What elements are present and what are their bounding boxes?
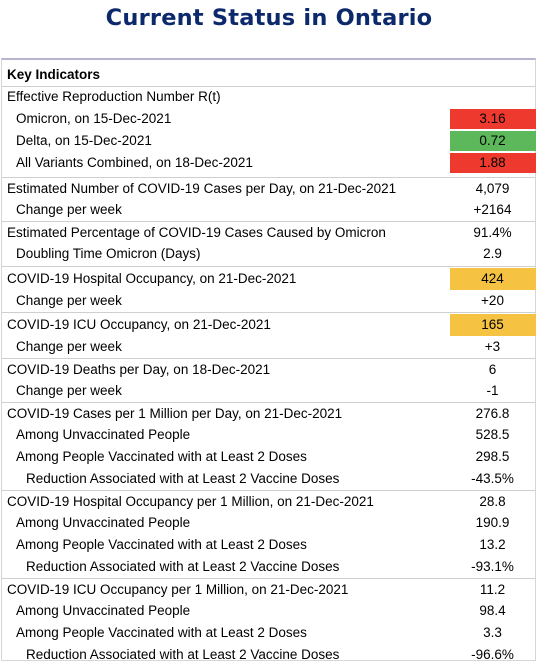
status-highlight [450, 314, 536, 336]
row-label: COVID-19 ICU Occupancy, on 21-Dec-2021 [7, 317, 271, 332]
row-value: 276.8 [475, 406, 510, 421]
row-label: Key Indicators [7, 67, 101, 82]
table-row: COVID-19 Hospital Occupancy per 1 Millio… [2, 490, 535, 513]
table-row: Delta, on 15-Dec-2021 0.72 [2, 130, 536, 152]
row-label: Change per week [16, 202, 122, 217]
page-title: Current Status in Ontario [105, 5, 433, 31]
row-value: +3 [484, 339, 501, 354]
table-row: All Variants Combined, on 18-Dec-2021 1.8… [2, 152, 536, 174]
status-highlight [450, 268, 536, 290]
table-row: COVID-19 Hospital Occupancy, on 21-Dec-2… [2, 266, 536, 291]
row-value: 0.72 [479, 133, 506, 148]
row-value: -93.1% [471, 559, 514, 574]
table-row: Among People Vaccinated with at Least 2 … [2, 622, 535, 644]
table-row: COVID-19 ICU Occupancy, on 21-Dec-2021 16… [2, 312, 536, 337]
row-label: Change per week [16, 383, 122, 398]
row-value: -1 [486, 383, 499, 398]
table-row: Doubling Time Omicron (Days) 2.9 [2, 243, 535, 265]
row-value: 6 [488, 362, 497, 377]
row-label: Doubling Time Omicron (Days) [16, 246, 201, 261]
row-label: Omicron, on 15-Dec-2021 [16, 111, 172, 126]
table-row: Reduction Associated with at Least 2 Vac… [2, 468, 535, 490]
row-label: Among Unvaccinated People [16, 427, 191, 442]
table-row: COVID-19 ICU Occupancy per 1 Million, on… [2, 578, 535, 601]
table-row: Among People Vaccinated with at Least 2 … [2, 534, 535, 556]
table-row: COVID-19 Cases per 1 Million per Day, on… [2, 402, 535, 425]
row-label: Effective Reproduction Number R(t) [7, 89, 221, 104]
row-value: -43.5% [471, 471, 514, 486]
indicators-table: Key Indicators Effective Reproduction Num… [1, 58, 536, 662]
table-row: Reduction Associated with at Least 2 Vac… [2, 556, 535, 578]
row-label: COVID-19 Hospital Occupancy per 1 Millio… [7, 494, 374, 509]
table-row: Change per week +20 [2, 290, 535, 312]
row-value: 28.8 [479, 494, 506, 509]
row-value: 3.16 [479, 111, 506, 126]
table-row: COVID-19 Deaths per Day, on 18-Dec-2021 6 [2, 358, 535, 381]
table-row: Key Indicators [2, 66, 535, 84]
row-label: COVID-19 Deaths per Day, on 18-Dec-2021 [7, 362, 271, 377]
table-row: Change per week -1 [2, 380, 535, 402]
row-label: All Variants Combined, on 18-Dec-2021 [16, 155, 253, 170]
table-row: Estimated Number of COVID-19 Cases per D… [2, 177, 535, 200]
row-label: COVID-19 Cases per 1 Million per Day, on… [7, 406, 343, 421]
row-value: 13.2 [479, 537, 506, 552]
row-label: Change per week [16, 339, 122, 354]
row-label: Change per week [16, 293, 122, 308]
row-label: Among People Vaccinated with at Least 2 … [16, 449, 307, 464]
row-value: +20 [481, 293, 504, 308]
row-value: -96.6% [471, 647, 514, 662]
row-label: Reduction Associated with at Least 2 Vac… [26, 559, 340, 574]
row-value: 4,079 [475, 181, 510, 196]
row-value: 2.9 [483, 246, 502, 261]
table-row: Among Unvaccinated People 528.5 [2, 424, 535, 446]
row-value: 1.88 [479, 155, 506, 170]
row-label: Delta, on 15-Dec-2021 [16, 133, 152, 148]
row-value: 424 [481, 271, 504, 286]
table-row: Change per week +2164 [2, 199, 535, 221]
row-label: Estimated Percentage of COVID-19 Cases C… [7, 225, 386, 240]
table-row: Among Unvaccinated People 190.9 [2, 512, 535, 534]
row-label: Among People Vaccinated with at Least 2 … [16, 625, 307, 640]
row-value: 11.2 [479, 582, 506, 597]
row-value: 3.3 [483, 625, 502, 640]
row-value: 190.9 [475, 515, 510, 530]
row-value: 91.4% [473, 225, 512, 240]
row-label: Estimated Number of COVID-19 Cases per D… [7, 181, 397, 196]
row-label: Reduction Associated with at Least 2 Vac… [26, 471, 340, 486]
table-row: Omicron, on 15-Dec-2021 3.16 [2, 108, 536, 130]
table-row: Reduction Associated with at Least 2 Vac… [2, 644, 535, 666]
row-value: 528.5 [475, 427, 510, 442]
row-value: +2164 [473, 202, 512, 217]
row-label: Among Unvaccinated People [16, 515, 191, 530]
row-label: Among Unvaccinated People [16, 603, 191, 618]
row-label: Among People Vaccinated with at Least 2 … [16, 537, 307, 552]
status-highlight [450, 131, 536, 151]
table-row: Change per week +3 [2, 336, 535, 358]
status-highlight [450, 153, 536, 173]
table-row: Estimated Percentage of COVID-19 Cases C… [2, 221, 535, 244]
status-highlight [450, 109, 536, 129]
row-value: 298.5 [475, 449, 510, 464]
row-label: COVID-19 ICU Occupancy per 1 Million, on… [7, 582, 349, 597]
table-row: Among Unvaccinated People 98.4 [2, 600, 535, 622]
table-row: Effective Reproduction Number R(t) [2, 86, 535, 107]
row-value: 165 [481, 317, 504, 332]
row-label: Reduction Associated with at Least 2 Vac… [26, 647, 340, 662]
table-row: Among People Vaccinated with at Least 2 … [2, 446, 535, 468]
row-value: 98.4 [479, 603, 506, 618]
row-label: COVID-19 Hospital Occupancy, on 21-Dec-2… [7, 271, 297, 286]
